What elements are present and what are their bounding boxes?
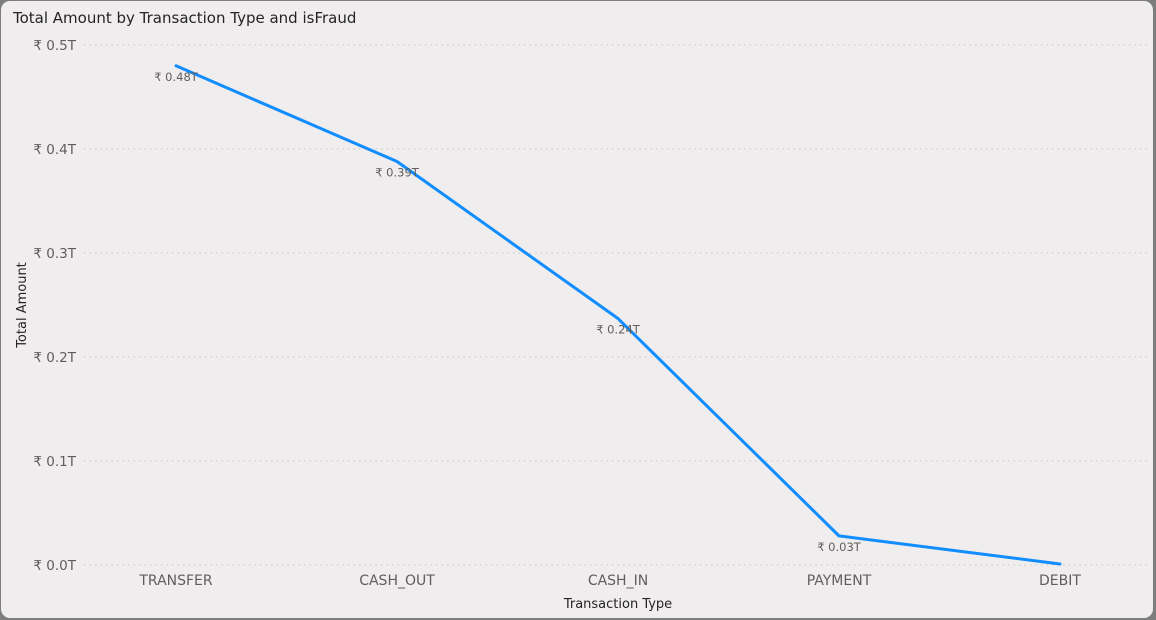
y-tick-label: ₹ 0.3T: [33, 246, 76, 262]
x-tick-label: CASH_OUT: [359, 573, 435, 589]
x-axis-title: Transaction Type: [563, 597, 672, 612]
x-tick-label: CASH_IN: [588, 573, 648, 589]
data-label: ₹ 0.24T: [596, 323, 641, 337]
y-tick-label: ₹ 0.4T: [33, 142, 76, 158]
y-tick-label: ₹ 0.0T: [33, 558, 76, 574]
x-tick-label: TRANSFER: [138, 573, 213, 589]
data-label: ₹ 0.48T: [154, 70, 199, 84]
x-tick-label: DEBIT: [1039, 573, 1081, 589]
chart-title: Total Amount by Transaction Type and isF…: [13, 9, 357, 27]
y-tick-label: ₹ 0.1T: [33, 454, 76, 470]
y-tick-label: ₹ 0.5T: [33, 38, 76, 54]
x-tick-label: PAYMENT: [807, 573, 872, 589]
y-tick-label: ₹ 0.2T: [33, 350, 76, 366]
data-label: ₹ 0.03T: [817, 540, 862, 554]
y-axis-title: Total Amount: [15, 262, 30, 349]
series-line: [174, 64, 1062, 566]
data-label: ₹ 0.39T: [375, 165, 420, 179]
